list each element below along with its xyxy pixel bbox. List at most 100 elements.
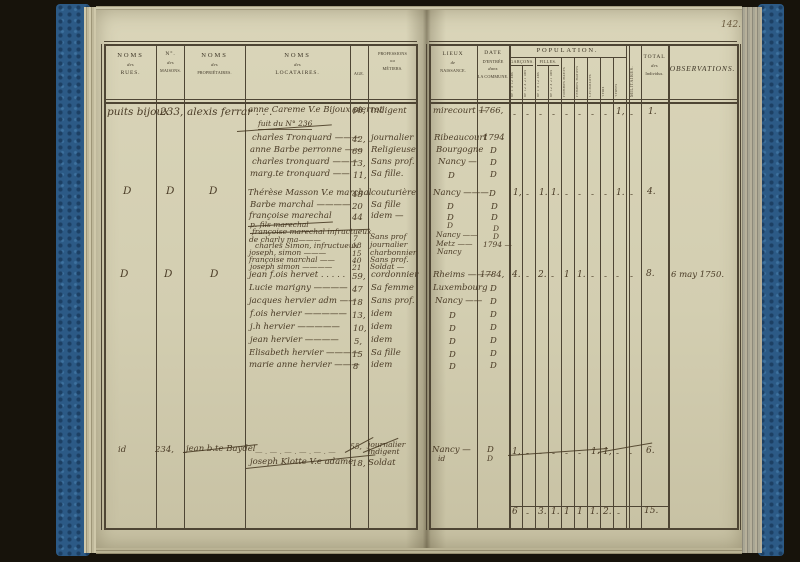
ditto-mark: D xyxy=(490,336,497,346)
header-subcol-veufs: Veufs xyxy=(602,86,605,97)
total-value: 1. xyxy=(648,107,657,117)
profession: Sa femme xyxy=(371,283,414,293)
population-mark: - xyxy=(526,110,530,120)
birthplace: Nancy xyxy=(437,247,462,256)
population-mark: - xyxy=(539,449,543,459)
profession: charbonnier xyxy=(370,248,417,257)
tenant-name: françoise marchal —— xyxy=(249,255,335,264)
age-value: 69 xyxy=(352,147,363,157)
tenant-name: joseph, simon ——— xyxy=(249,248,327,257)
entry-date: 1794 — xyxy=(483,240,512,249)
age-value: 68, xyxy=(352,106,366,116)
population-mark: - xyxy=(578,110,582,120)
profession: Religieuse xyxy=(371,145,416,155)
population-mark: - xyxy=(630,190,634,200)
population-mark: - xyxy=(578,190,582,200)
tenant-name: p. fils marechal xyxy=(250,220,309,229)
grid-line xyxy=(104,528,417,530)
header-noms-locataires: NOMS des LOCATAIRES. xyxy=(245,50,350,78)
header-text: D'ENTRÉE xyxy=(482,59,504,65)
header-text: TOTAL xyxy=(643,54,666,60)
ditto-mark: D xyxy=(490,146,497,156)
ditto-mark: D xyxy=(490,361,497,371)
header-age: AGE. xyxy=(350,70,368,77)
leader-dashes: — . — . — . — . — . — xyxy=(255,447,336,456)
tenant-name: françoise marechal xyxy=(249,211,332,221)
column-total: 6 xyxy=(512,507,518,517)
grid-line xyxy=(477,44,478,529)
profession: idem xyxy=(371,309,393,319)
profession: idem — xyxy=(371,211,404,221)
grid-line xyxy=(104,44,417,46)
population-mark: - xyxy=(591,190,595,200)
entry-date: 1766, xyxy=(479,106,504,116)
population-mark: 1, xyxy=(513,188,522,198)
header-text: DATE xyxy=(484,50,502,56)
header-noms-proprietaires: NOMS des PROPRIÉTAIRES. xyxy=(184,50,245,76)
profession: journalier xyxy=(370,240,408,249)
tenant-name: joseph simon ———— xyxy=(250,262,333,271)
tenant-name: françoise marechal infructueux xyxy=(252,227,372,236)
tenant-name: marie anne hervier ——— xyxy=(249,360,360,370)
header-text: MAISONS. xyxy=(160,67,181,73)
house-number: 233, xyxy=(160,106,184,118)
grid-line xyxy=(104,41,417,42)
header-date-entree: DATE D'ENTRÉE dans LA COMMUNE. xyxy=(477,49,509,80)
ditto-mark: D xyxy=(487,445,494,455)
tenant-name: anne Barbe perronne —— xyxy=(250,145,362,155)
grid-line xyxy=(587,58,588,529)
ditto-mark: D xyxy=(493,224,500,233)
observation: 6 may 1750. xyxy=(671,270,725,280)
tenant-name: jean hervier ———— xyxy=(250,335,339,345)
ditto-mark: D xyxy=(448,171,455,181)
ditto-mark: D xyxy=(493,232,500,241)
header-subcol-filles-2: de 12 à 21 ans xyxy=(550,69,553,97)
ditto-mark: id xyxy=(118,445,127,455)
header-text: des xyxy=(211,62,218,68)
age-value: 55, xyxy=(350,442,362,451)
header-professions: PROFESSIONS ou MÉTIERS. xyxy=(368,50,417,72)
birthplace: Metz —— xyxy=(436,239,473,248)
ditto-mark: D xyxy=(449,311,456,321)
age-value: 11, xyxy=(353,171,367,181)
column-total: 1. xyxy=(590,507,599,517)
population-mark: 1, xyxy=(603,447,612,457)
birthplace: Nancy —— xyxy=(436,230,478,239)
grid-line xyxy=(629,44,630,529)
profession: Sans prof. xyxy=(371,157,415,167)
ditto-mark: D xyxy=(487,454,494,463)
ditto-mark: D xyxy=(490,349,497,359)
population-mark: - xyxy=(604,190,608,200)
grid-line xyxy=(668,44,670,529)
profession: idem xyxy=(371,335,393,345)
header-text: LIEUX xyxy=(442,51,464,57)
ditto-mark: D xyxy=(491,213,498,223)
header-subcol-femmes-mariees: Femmes mariées xyxy=(576,65,579,97)
header-subcol-filles-1: de 1 à 12 ans xyxy=(537,71,540,97)
ditto-mark: D xyxy=(490,323,497,333)
population-mark: - xyxy=(616,272,620,282)
population-mark: - xyxy=(604,110,608,120)
ditto-mark: D xyxy=(490,284,497,294)
column-total: 2. xyxy=(603,507,612,517)
population-mark: 2. xyxy=(538,270,547,280)
grid-line xyxy=(350,44,351,529)
grid-line xyxy=(245,44,246,529)
grid-line xyxy=(101,44,102,530)
ditto-mark: D xyxy=(449,324,456,334)
profession: cordonnier xyxy=(371,270,419,280)
header-lieux-naissance: LIEUX de NAISSANCE. xyxy=(429,50,477,74)
grid-line xyxy=(426,44,427,530)
profession: idem xyxy=(371,360,393,370)
population-mark: 4. xyxy=(512,270,521,280)
ditto-mark: id xyxy=(438,454,446,463)
population-mark: 1. xyxy=(616,188,625,198)
age-value: 13, xyxy=(352,311,366,321)
population-mark: 1 xyxy=(564,270,570,280)
ditto-mark: D xyxy=(490,158,497,168)
header-subcol-celibataires: Célibataires xyxy=(589,74,592,97)
profession: journalier xyxy=(371,133,414,143)
age-value: 59, xyxy=(352,272,366,282)
population-mark: - xyxy=(565,190,569,200)
